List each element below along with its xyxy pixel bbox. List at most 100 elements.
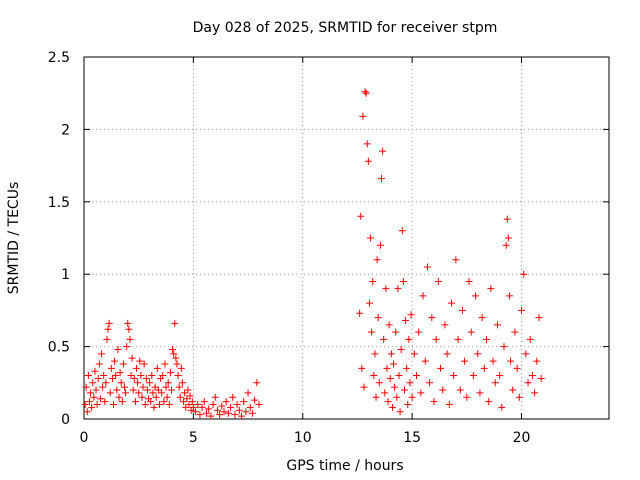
data-point <box>390 360 398 368</box>
data-point <box>388 403 396 411</box>
data-point <box>400 386 408 394</box>
data-point <box>452 256 460 264</box>
data-point <box>160 398 168 406</box>
data-point <box>192 408 200 416</box>
y-tick-label: 1.5 <box>48 195 70 211</box>
data-point <box>419 292 427 300</box>
x-tick-label: 10 <box>294 430 312 446</box>
data-point <box>402 317 410 325</box>
data-point <box>101 398 109 406</box>
data-point <box>386 374 394 382</box>
data-point <box>255 401 263 409</box>
data-point <box>107 364 115 372</box>
data-point <box>364 157 372 165</box>
data-point <box>493 321 501 329</box>
data-point <box>376 241 384 249</box>
data-point <box>106 389 114 397</box>
data-point <box>150 403 158 411</box>
data-point <box>504 234 512 242</box>
data-point <box>500 343 508 351</box>
data-point <box>125 325 133 333</box>
data-point <box>528 372 536 380</box>
data-point <box>161 360 169 368</box>
data-point <box>137 372 145 380</box>
data-point <box>140 360 148 368</box>
data-point <box>395 372 403 380</box>
data-point <box>169 345 177 353</box>
data-point <box>384 398 392 406</box>
data-point <box>133 364 140 372</box>
data-point <box>240 398 248 406</box>
data-point <box>246 403 254 411</box>
data-point <box>89 379 97 387</box>
data-point <box>454 335 462 343</box>
data-point <box>113 386 121 394</box>
data-point <box>396 408 404 416</box>
data-point <box>439 386 447 394</box>
data-point <box>370 372 378 380</box>
data-point <box>362 89 370 97</box>
data-point <box>117 379 125 387</box>
data-point <box>244 389 252 397</box>
data-point <box>522 350 530 358</box>
data-point <box>371 350 379 358</box>
data-point <box>397 345 405 353</box>
data-point <box>98 350 105 358</box>
data-point <box>360 383 368 391</box>
data-point <box>405 335 413 343</box>
data-point <box>147 398 155 406</box>
data-point <box>141 401 149 409</box>
data-point <box>108 374 116 382</box>
data-point <box>359 112 367 120</box>
data-point <box>88 403 96 411</box>
data-point <box>211 393 219 401</box>
data-point <box>96 395 104 403</box>
data-point <box>119 360 127 368</box>
data-point <box>476 389 484 397</box>
data-point <box>398 227 406 235</box>
data-point <box>110 401 118 409</box>
data-point <box>372 393 380 401</box>
data-point <box>415 328 423 336</box>
data-point <box>356 309 364 317</box>
data-point <box>131 398 139 406</box>
data-point <box>91 367 99 375</box>
data-point <box>127 372 135 380</box>
data-point <box>491 379 499 387</box>
data-point <box>533 357 541 365</box>
grid-lines <box>84 57 609 419</box>
data-point <box>253 379 261 387</box>
data-point <box>487 285 495 293</box>
data-point <box>85 398 93 406</box>
data-point <box>227 403 235 411</box>
data-point <box>465 277 473 285</box>
data-point <box>399 277 407 285</box>
data-point <box>496 372 504 380</box>
data-point <box>469 372 477 380</box>
data-point <box>209 401 217 409</box>
y-tick-label: 2 <box>61 122 70 138</box>
x-tick-label: 5 <box>189 430 198 446</box>
x-tick-label: 0 <box>80 430 89 446</box>
data-point <box>393 393 401 401</box>
data-point <box>185 401 193 409</box>
chart-title: Day 028 of 2025, SRMTID for receiver stp… <box>193 20 498 36</box>
data-point <box>520 270 528 278</box>
data-point <box>251 396 259 404</box>
data-point <box>200 398 208 406</box>
data-point <box>213 406 221 414</box>
data-point <box>426 379 434 387</box>
data-point <box>146 379 154 387</box>
data-point <box>130 374 138 382</box>
data-point <box>149 389 157 397</box>
data-point <box>81 401 89 409</box>
data-point <box>148 372 156 380</box>
data-point <box>82 383 90 391</box>
data-point <box>222 398 230 406</box>
data-point <box>375 379 383 387</box>
data-point <box>507 357 515 365</box>
data-point <box>83 408 91 416</box>
data-point <box>182 403 190 411</box>
data-point <box>361 88 369 96</box>
axis-ticks <box>83 56 609 420</box>
